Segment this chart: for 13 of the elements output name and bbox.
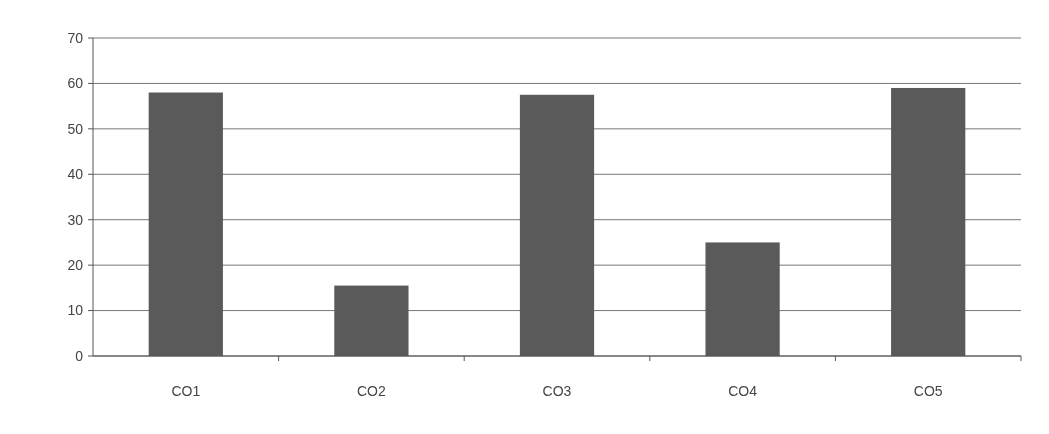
x-tick-label: CO2 [357, 383, 386, 399]
x-tick-label: CO1 [171, 383, 201, 399]
y-tick-label: 30 [67, 211, 84, 228]
x-tick-label: CO4 [728, 383, 758, 399]
y-tick-label: 50 [67, 120, 84, 137]
y-tick-label: 40 [67, 166, 84, 183]
y-tick-label: 10 [67, 302, 84, 319]
y-tick-label: 0 [75, 347, 84, 364]
x-tick-label: CO5 [913, 383, 943, 399]
y-tick-label: 70 [67, 29, 84, 46]
y-tick-label: 60 [67, 75, 84, 92]
y-tick-label: 20 [67, 257, 84, 274]
x-tick-label: CO3 [542, 383, 572, 399]
